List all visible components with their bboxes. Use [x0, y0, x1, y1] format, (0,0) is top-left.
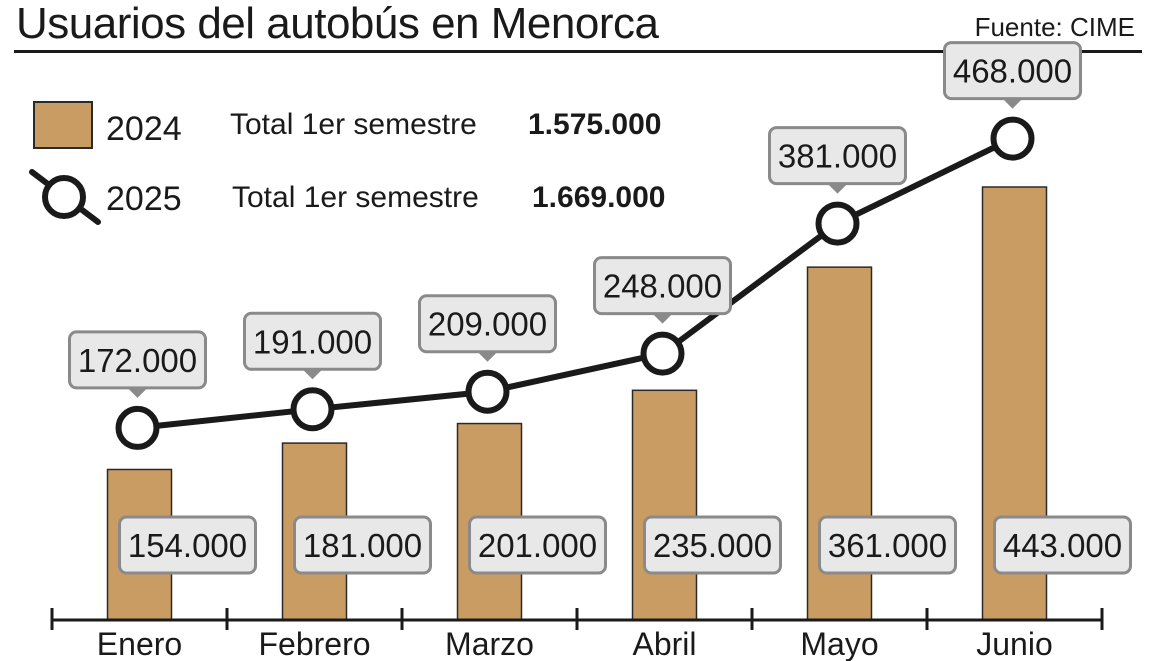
- chart-title: Usuarios del autobús en Menorca: [16, 0, 659, 48]
- legend-label-2024: Total 1er semestre: [230, 108, 477, 141]
- svg-text:172.000: 172.000: [78, 342, 197, 379]
- bar-2024-abril: [631, 389, 698, 621]
- line-2025: [115, 116, 1035, 450]
- label-2025-mayo: 381.000: [768, 126, 907, 194]
- x-tick-label-junio: Junio: [976, 626, 1053, 661]
- svg-text:201.000: 201.000: [478, 527, 597, 564]
- legend-total-2024: 1.575.000: [528, 108, 661, 141]
- legend-circle-marker-icon: [29, 169, 101, 225]
- svg-text:443.000: 443.000: [1003, 527, 1122, 564]
- x-tick-label-febrero: Febrero: [258, 626, 370, 661]
- data-labels: 172.000 191.000 209.000 248.000 381.000 468.0…: [68, 41, 1132, 575]
- svg-text:181.000: 181.000: [303, 527, 422, 564]
- line-2025-path: [137, 135, 1014, 431]
- svg-text:191.000: 191.000: [253, 323, 372, 360]
- label-2024-junio: 443.000: [993, 515, 1132, 575]
- label-2024-mayo: 361.000: [818, 515, 957, 575]
- svg-text:154.000: 154.000: [128, 527, 247, 564]
- point-2025-marzo: [465, 369, 510, 414]
- x-tick-label-mayo: Mayo: [800, 626, 878, 661]
- x-tick-label-abril: Abril: [632, 626, 696, 661]
- x-tick-label-enero: Enero: [97, 626, 182, 661]
- label-2025-junio: 468.000: [943, 41, 1082, 109]
- label-2025-enero: 172.000: [68, 330, 207, 398]
- title-rule: [14, 50, 1142, 53]
- svg-text:235.000: 235.000: [653, 527, 772, 564]
- legend-item-2025: 2025 Total 1er semestre 1.669.000: [29, 169, 665, 225]
- legend-total-2025: 1.669.000: [532, 181, 665, 214]
- label-2025-abril: 248.000: [593, 256, 732, 324]
- svg-text:381.000: 381.000: [778, 138, 897, 175]
- x-axis: Enero Febrero Marzo Abril Mayo Junio: [50, 608, 1104, 661]
- point-2025-junio: [990, 116, 1035, 161]
- point-2025-abril: [640, 331, 685, 376]
- point-2025-febrero: [290, 387, 335, 432]
- label-2024-abril: 235.000: [643, 515, 782, 575]
- svg-text:468.000: 468.000: [953, 53, 1072, 90]
- svg-text:361.000: 361.000: [828, 527, 947, 564]
- svg-text:248.000: 248.000: [603, 268, 722, 305]
- legend: 2024 Total 1er semestre 1.575.000 2025 T…: [29, 101, 665, 225]
- point-2025-enero: [115, 405, 160, 450]
- legend-year-2025: 2025: [106, 180, 182, 218]
- label-2025-febrero: 191.000: [243, 311, 382, 380]
- label-2024-enero: 154.000: [118, 515, 257, 575]
- label-2024-marzo: 201.000: [468, 515, 607, 575]
- chart-source: Fuente: CIME: [974, 12, 1135, 42]
- legend-item-2024: 2024 Total 1er semestre 1.575.000: [33, 101, 661, 149]
- label-2025-marzo: 209.000: [418, 294, 557, 362]
- point-2025-mayo: [815, 201, 860, 246]
- legend-label-2025: Total 1er semestre: [232, 181, 479, 214]
- x-tick-label-marzo: Marzo: [445, 626, 534, 661]
- label-2024-febrero: 181.000: [293, 515, 432, 575]
- legend-year-2024: 2024: [106, 110, 182, 148]
- legend-swatch-2024: [33, 101, 93, 149]
- svg-text:209.000: 209.000: [428, 306, 547, 343]
